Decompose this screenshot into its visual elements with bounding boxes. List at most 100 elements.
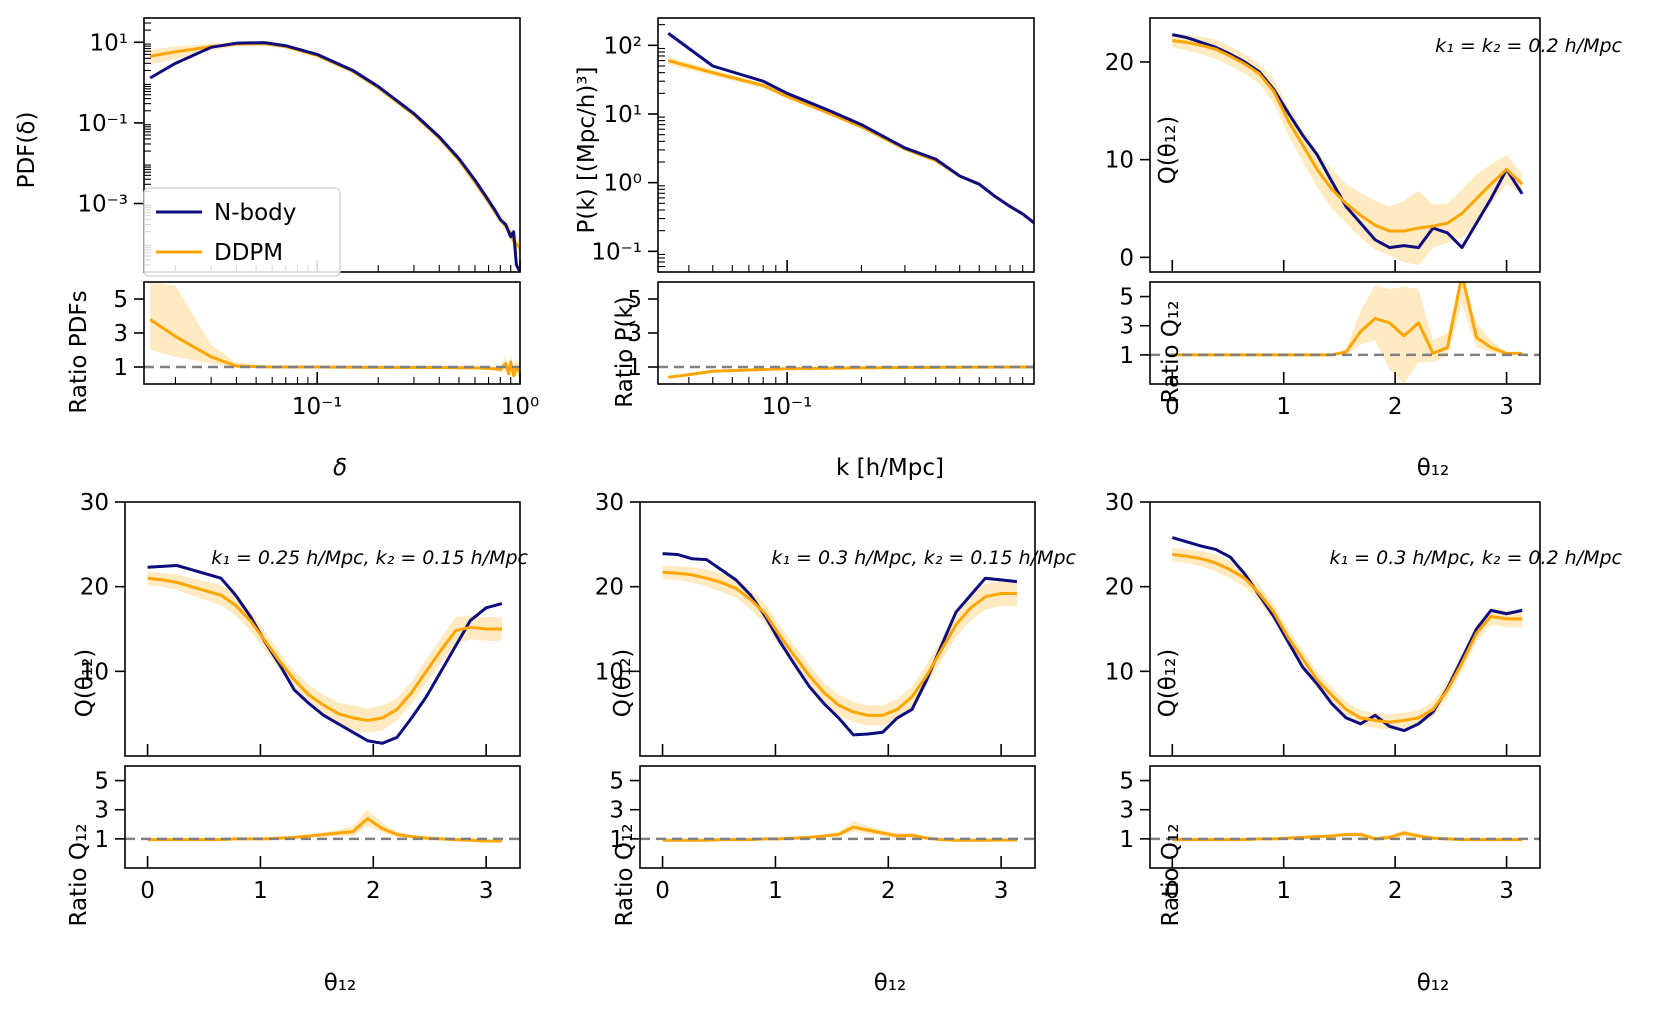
- q1-ratio-ytick-label: 3: [1119, 314, 1134, 340]
- q4-ratio-frame: [1149, 765, 1541, 869]
- q4-ratio-ytick-label: 3: [1119, 798, 1134, 824]
- q3-ratio-ytick-label: 5: [609, 769, 624, 795]
- q2-ratio-ylabel: Ratio Q₁₂: [66, 824, 92, 927]
- q2-main-ytick-label: 20: [80, 575, 109, 601]
- q3-ratio-xtick-label: 3: [994, 878, 1009, 904]
- q2-plot-area: [147, 564, 503, 745]
- q3-ratio-xtick-label: 1: [768, 878, 783, 904]
- q3-ylabel: Q(θ₁₂): [610, 649, 636, 718]
- pk-main-ytick-label: 10⁰: [604, 171, 643, 197]
- q3-annotation: k₁ = 0.3 h/Mpc, k₂ = 0.15 h/Mpc: [771, 547, 1076, 569]
- q3-main-ytick-label: 10: [595, 659, 624, 685]
- q2-ratio-xtick-label: 0: [140, 878, 155, 904]
- q4-plot-area: [1171, 536, 1523, 733]
- q1-ratio-area: [1172, 282, 1523, 384]
- q1-ratio-xtick-label: 2: [1388, 394, 1403, 420]
- q2-ratio-frame: [124, 765, 521, 869]
- pk-nbody-line: [667, 32, 1034, 225]
- q2-ratio-xtick-label: 3: [479, 878, 494, 904]
- pdf-ratio-xtick-label: 10⁻¹: [292, 394, 343, 420]
- q4-main-ytick-label: 10: [1105, 659, 1134, 685]
- pdf-ratio-ytick-label: 3: [113, 321, 128, 347]
- q1-ratio-ylabel: Ratio Q₁₂: [1158, 301, 1184, 404]
- pk-ratio-ytick-label: 5: [627, 287, 642, 313]
- pk-ratio-ylabel: Ratio P(k): [612, 296, 638, 408]
- pk-ddpm-band: [668, 56, 1034, 224]
- pk-main-ytick-label: 10¹: [604, 102, 643, 128]
- pk-main-ytick-label: 10²: [604, 33, 643, 59]
- pk-main-frame: [657, 17, 1035, 273]
- pdf-ratio-area: [149, 282, 520, 379]
- q1-ratio-ytick-label: 1: [1119, 343, 1134, 369]
- pdf-xlabel: δ: [333, 455, 347, 481]
- q1-main-frame: [1149, 17, 1541, 273]
- legend-box: [143, 187, 341, 277]
- pdf-nbody-line: [149, 41, 520, 272]
- q2-annotation: k₁ = 0.25 h/Mpc, k₂ = 0.15 h/Mpc: [211, 547, 528, 569]
- q1-ratio-band: [1172, 282, 1523, 384]
- q3-ratio-ylabel: Ratio Q₁₂: [612, 824, 638, 927]
- q3-ratio-ytick-label: 3: [609, 798, 624, 824]
- q4-ratio-xtick-label: 3: [1499, 878, 1514, 904]
- legend-ddpm-label: DDPM: [214, 240, 283, 266]
- q4-annotation: k₁ = 0.3 h/Mpc, k₂ = 0.2 h/Mpc: [1329, 547, 1622, 569]
- q2-ylabel: Q(θ₁₂): [72, 649, 98, 718]
- q2-ratio-ytick-label: 5: [94, 769, 109, 795]
- q1-ratio-frame: [1149, 281, 1541, 385]
- pdf-ratio-ytick-label: 5: [113, 287, 128, 313]
- q1-nbody-line: [1171, 33, 1524, 250]
- q1-main-ytick-label: 0: [1119, 245, 1134, 271]
- q4-xlabel: θ₁₂: [1417, 970, 1450, 996]
- q2-ratio-area: [147, 809, 502, 843]
- q2-nbody-line: [147, 564, 503, 745]
- q3-nbody-line: [662, 552, 1018, 737]
- q1-ratio-xtick-label: 3: [1499, 394, 1514, 420]
- q2-ratio-band: [147, 809, 502, 843]
- q4-nbody-line: [1171, 536, 1523, 733]
- q4-main-frame: [1149, 501, 1541, 757]
- pdf-plot-area: [149, 41, 520, 272]
- q1-ylabel: Q(θ₁₂): [1155, 116, 1181, 185]
- q3-ratio-band: [662, 821, 1017, 842]
- q3-main-frame: [639, 501, 1036, 757]
- pk-ratio-line: [668, 365, 1034, 379]
- q3-xlabel: θ₁₂: [874, 970, 907, 996]
- q3-plot-area: [662, 552, 1018, 737]
- q3-main-ytick-label: 30: [595, 490, 624, 516]
- q3-ratio-xtick-label: 0: [655, 878, 670, 904]
- pdf-main-ytick-label: 10⁻¹: [77, 111, 128, 137]
- q1-ratio-xtick-label: 0: [1165, 394, 1180, 420]
- pdf-ratio-line: [149, 318, 520, 377]
- pdf-ratio-ylabel: Ratio PDFs: [66, 290, 92, 413]
- q1-ratio-xtick-label: 1: [1276, 394, 1291, 420]
- pdf-ylabel: PDF(δ): [14, 112, 40, 189]
- q2-ddpm-line: [147, 576, 502, 722]
- pdf-ratio-ytick-label: 1: [113, 355, 128, 381]
- q4-ddpm-line: [1172, 553, 1523, 724]
- q4-ddpm-band: [1172, 547, 1523, 730]
- q1-ddpm-line: [1172, 38, 1524, 233]
- q1-annotation: k₁ = k₂ = 0.2 h/Mpc: [1435, 35, 1622, 57]
- q3-ddpm-line: [662, 570, 1017, 717]
- q1-xlabel: θ₁₂: [1417, 455, 1450, 481]
- q2-ratio-xtick-label: 1: [253, 878, 268, 904]
- q2-ratio-xtick-label: 2: [366, 878, 381, 904]
- pk-ratio-ytick-label: 3: [627, 321, 642, 347]
- q4-ratio-xtick-label: 0: [1165, 878, 1180, 904]
- q2-main-frame: [124, 501, 521, 757]
- pdf-main-ytick-label: 10¹: [90, 30, 129, 56]
- q1-ratio-ytick-label: 5: [1119, 285, 1134, 311]
- legend-nbody-label: N-body: [214, 200, 296, 226]
- q4-main-ytick-label: 30: [1105, 490, 1134, 516]
- q3-ratio-ytick-label: 1: [609, 827, 624, 853]
- pk-ratio-xtick-label: 10⁻¹: [762, 394, 813, 420]
- legend: N-body DDPM: [143, 187, 341, 277]
- pdf-main-ytick-label: 10⁻³: [77, 192, 128, 218]
- pdf-ratio-xtick-label: 10⁰: [501, 394, 540, 420]
- pk-xlabel: k [h/Mpc]: [836, 455, 944, 481]
- q4-ylabel: Q(θ₁₂): [1155, 649, 1181, 718]
- pk-ylabel: P(k) [(Mpc/h)³]: [574, 67, 600, 234]
- pk-main-ytick-label: 10⁻¹: [591, 239, 642, 265]
- q4-ratio-ylabel: Ratio Q₁₂: [1158, 824, 1184, 927]
